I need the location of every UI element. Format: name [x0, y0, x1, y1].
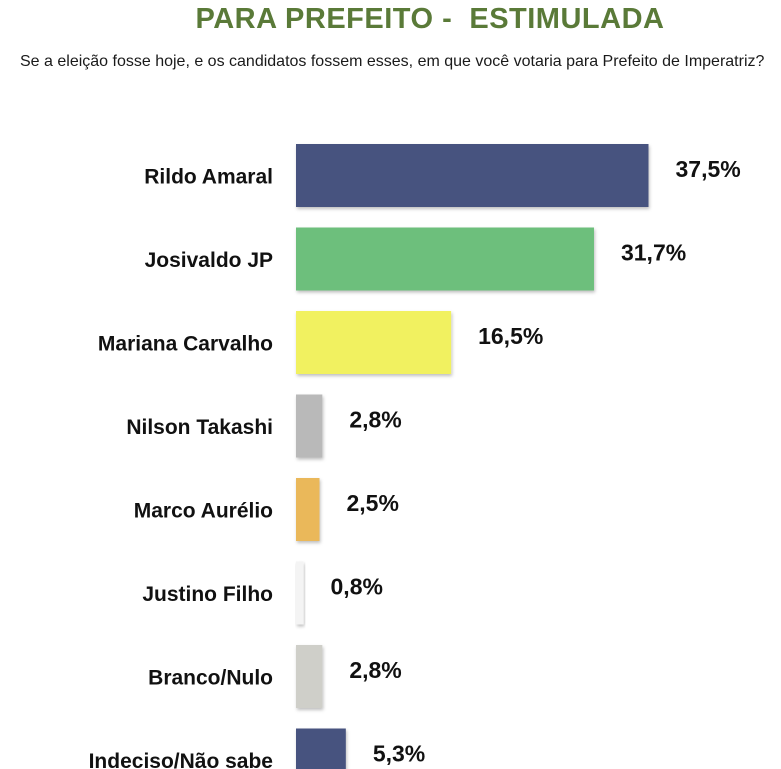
- category-label: Rildo Amaral: [144, 166, 273, 189]
- bar-josivaldo-jp: [296, 227, 594, 291]
- value-labels-group: 37,5% 31,7% 16,5% 2,8% 2,5% 0,8% 2,8% 5,3%: [331, 156, 741, 767]
- value-label: 2,8%: [349, 407, 401, 433]
- bar-indeciso-n-o-sabe: [296, 728, 346, 769]
- bar-nilson-takashi: [296, 394, 323, 458]
- chart-title: PARA PREFEITO - ESTIMULADA: [195, 3, 665, 35]
- value-label: 16,5%: [478, 323, 543, 349]
- value-label: 37,5%: [676, 156, 741, 182]
- value-label: 2,8%: [349, 657, 401, 683]
- category-label: Mariana Carvalho: [98, 333, 273, 356]
- bar-marco-aur-lio: [296, 478, 320, 541]
- chart-subtitle: Se a eleição fosse hoje, e os candidatos…: [20, 53, 765, 70]
- category-label: Indeciso/Não sabe: [89, 750, 273, 769]
- category-label: Branco/Nulo: [148, 667, 273, 690]
- value-label: 2,5%: [347, 490, 399, 516]
- bars-group: [296, 144, 649, 769]
- bar-mariana-carvalho: [296, 311, 452, 374]
- bar-rildo-amaral: [296, 144, 649, 207]
- category-labels-group: Rildo Amaral Josivaldo JP Mariana Carvalho…: [89, 166, 273, 769]
- bar-justino-filho: [296, 561, 304, 625]
- category-label: Marco Aurélio: [134, 500, 273, 523]
- category-label: Josivaldo JP: [145, 249, 273, 272]
- bar-branco-nulo: [296, 645, 323, 708]
- value-label: 31,7%: [621, 240, 686, 266]
- value-label: 5,3%: [373, 741, 425, 767]
- category-label: Nilson Takashi: [126, 416, 273, 439]
- value-label: 0,8%: [331, 574, 383, 600]
- category-label: Justino Filho: [142, 583, 273, 606]
